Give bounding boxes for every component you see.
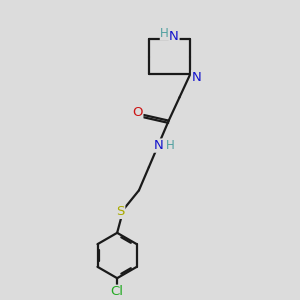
- Text: N: N: [169, 30, 179, 43]
- Text: H: H: [160, 27, 169, 40]
- Text: H: H: [166, 139, 175, 152]
- Text: S: S: [116, 206, 125, 218]
- Text: N: N: [154, 139, 164, 152]
- Text: Cl: Cl: [111, 285, 124, 298]
- Text: O: O: [132, 106, 143, 119]
- Text: N: N: [192, 70, 201, 83]
